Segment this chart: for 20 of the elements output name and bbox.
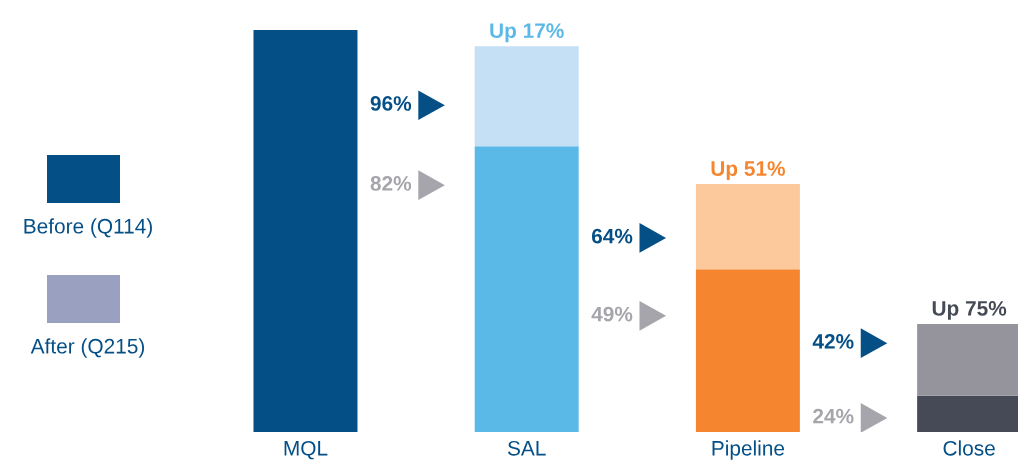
x-tick-label: Close bbox=[943, 440, 995, 456]
annotation: 64% bbox=[591, 228, 633, 244]
bar bbox=[695, 184, 800, 270]
total-label: Up 51% bbox=[711, 161, 785, 181]
annotation: 96% bbox=[370, 96, 412, 111]
annotation: 24% bbox=[813, 408, 854, 424]
bar bbox=[253, 30, 358, 432]
bar bbox=[474, 146, 579, 432]
x-tick-label: SAL bbox=[507, 440, 546, 456]
x-tick-label: MQL bbox=[284, 440, 328, 460]
annotation: 42% bbox=[812, 334, 854, 349]
total-label: Up 75% bbox=[932, 301, 1007, 320]
annotation: 82% bbox=[370, 176, 412, 191]
bar bbox=[474, 46, 579, 147]
text: After (Q215) bbox=[30, 338, 145, 358]
x-tick-label: Pipeline bbox=[712, 440, 785, 460]
annotation: 49% bbox=[591, 306, 633, 322]
bar bbox=[695, 269, 800, 432]
text: Before (Q114) bbox=[24, 218, 152, 238]
total-label: Up 17% bbox=[490, 23, 564, 43]
